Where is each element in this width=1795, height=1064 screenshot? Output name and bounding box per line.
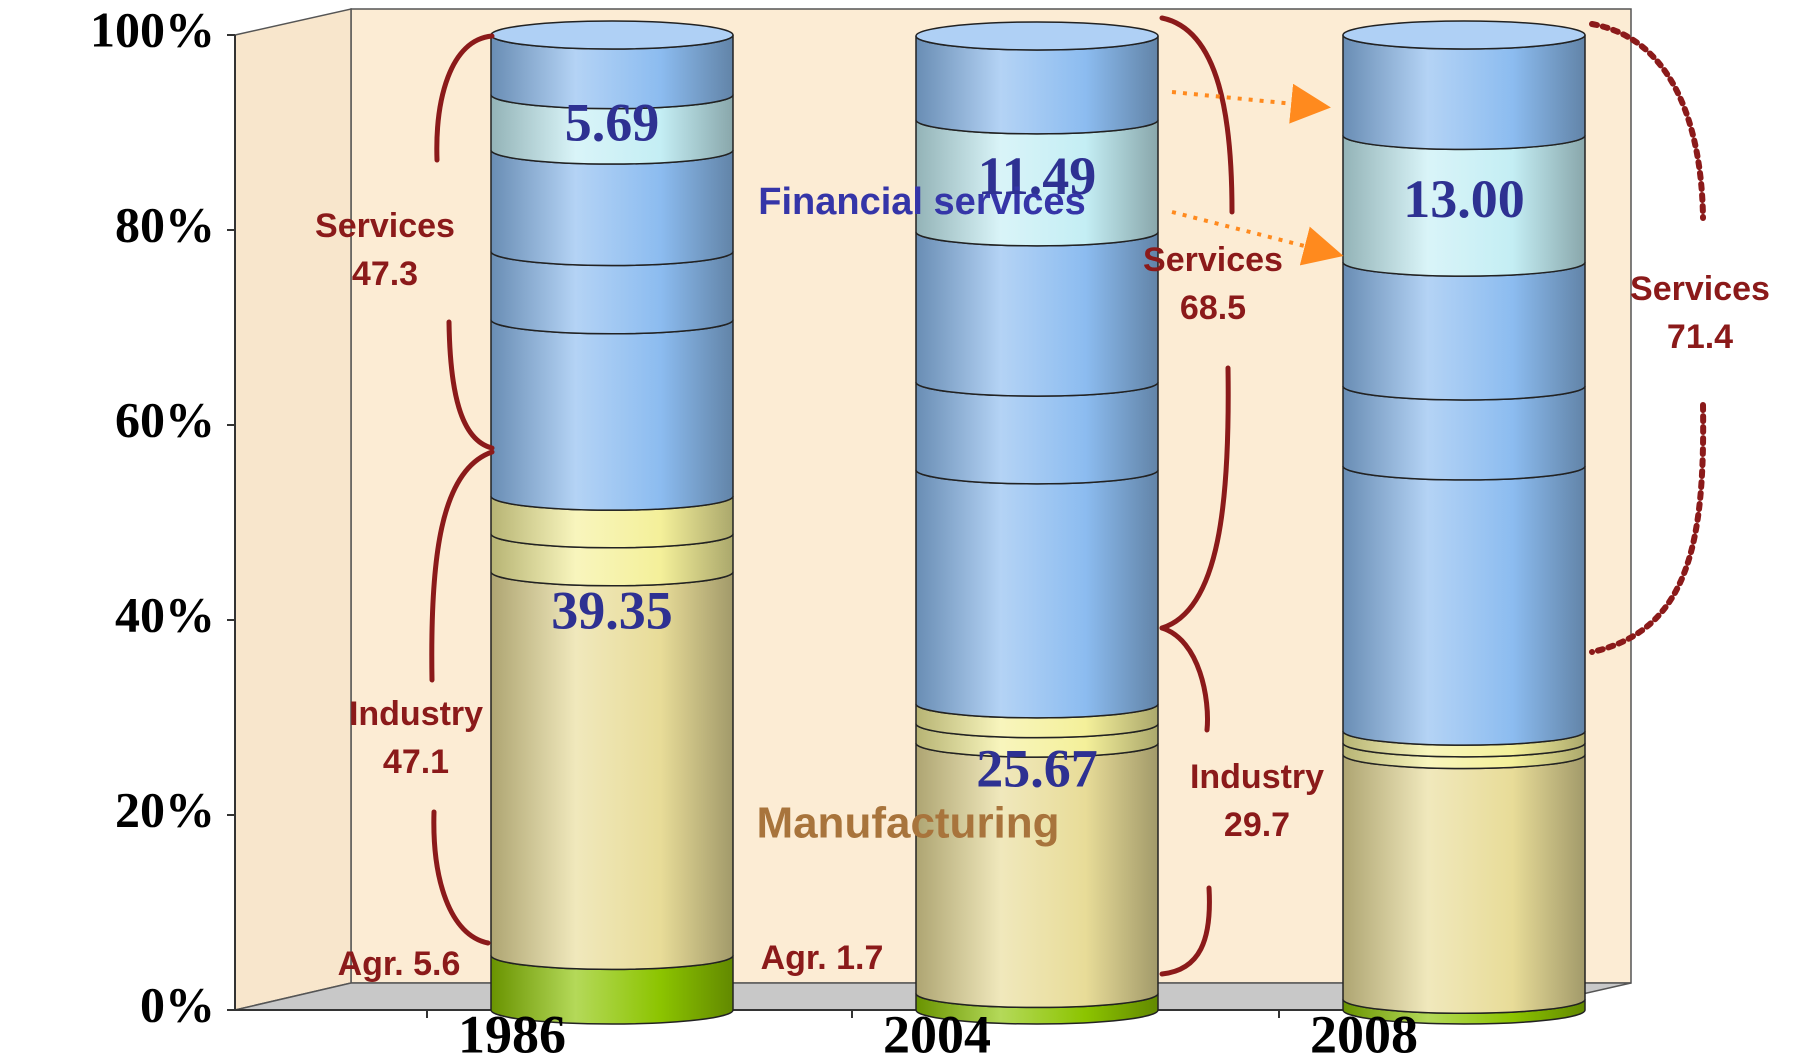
annotation: Industry bbox=[1190, 758, 1324, 796]
cylinder-top bbox=[1342, 20, 1586, 50]
brace bbox=[429, 449, 495, 683]
x-tick-label: 2004 bbox=[883, 1004, 991, 1064]
cylinder-segment bbox=[1342, 465, 1586, 746]
annotation: 29.7 bbox=[1224, 806, 1290, 844]
brace bbox=[1589, 21, 1706, 221]
cylinder-segment bbox=[1342, 34, 1586, 151]
annotation: Services bbox=[1143, 241, 1283, 279]
annotation: Industry bbox=[349, 695, 483, 733]
annotation: Financial services bbox=[758, 181, 1085, 223]
cylinder-segment bbox=[915, 469, 1159, 719]
x-tick-label: 1986 bbox=[458, 1004, 566, 1064]
value-label: 11.49 bbox=[978, 146, 1097, 206]
annotation: 47.1 bbox=[383, 743, 449, 781]
annotation: Services bbox=[315, 207, 455, 245]
brace bbox=[1159, 625, 1210, 733]
cylinder-segment bbox=[915, 381, 1159, 485]
value-label: 39.35 bbox=[551, 580, 673, 640]
annotation: 71.4 bbox=[1667, 318, 1733, 356]
brace bbox=[1159, 365, 1231, 631]
annotation: 47.3 bbox=[352, 255, 418, 293]
value-label: 25.67 bbox=[976, 739, 1098, 799]
side-wall bbox=[234, 8, 352, 1011]
arrow bbox=[1171, 83, 1331, 124]
brace bbox=[431, 809, 491, 946]
annotation: Services bbox=[1630, 270, 1770, 308]
x-tick-label: 2008 bbox=[1310, 1004, 1418, 1064]
cylinder-segment bbox=[915, 231, 1159, 397]
annotation: 68.5 bbox=[1180, 289, 1246, 327]
value-label: 5.69 bbox=[565, 93, 660, 153]
cylinder-top bbox=[490, 20, 734, 50]
brace bbox=[446, 319, 495, 451]
cylinder-segment bbox=[490, 319, 734, 511]
y-tick-label: 80% bbox=[115, 196, 215, 252]
arrow bbox=[1171, 210, 1344, 266]
y-tick-label: 20% bbox=[115, 781, 215, 837]
bars bbox=[490, 20, 1586, 1025]
annotation: Manufacturing bbox=[756, 799, 1059, 848]
y-tick-label: 60% bbox=[115, 391, 215, 447]
value-label: 13.00 bbox=[1403, 169, 1525, 229]
cylinder-segment bbox=[490, 149, 734, 267]
brace bbox=[1159, 15, 1235, 215]
annotation: Agr. 1.7 bbox=[761, 939, 884, 977]
annotation: Agr. 5.6 bbox=[338, 945, 461, 983]
brace bbox=[1589, 402, 1707, 655]
cylinder-segment bbox=[1342, 261, 1586, 401]
brace bbox=[1159, 885, 1212, 977]
y-tick-label: 40% bbox=[115, 586, 215, 642]
brace bbox=[434, 33, 495, 163]
cylinder-top bbox=[915, 21, 1159, 51]
y-tick-label: 0% bbox=[140, 976, 215, 1032]
cylinder-segment bbox=[1342, 754, 1586, 1015]
y-tick-label: 100% bbox=[90, 1, 215, 57]
